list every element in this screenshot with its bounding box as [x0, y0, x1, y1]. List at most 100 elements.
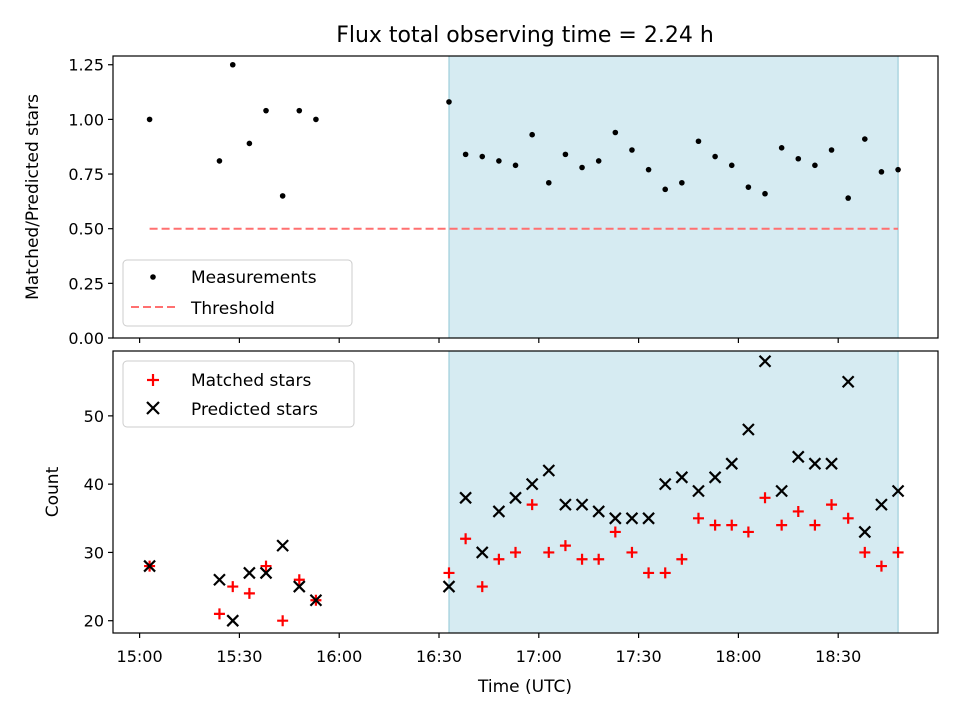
matched-star-point	[260, 560, 272, 572]
ratio-panel: 0.00 0.25 0.50 0.75 1.00 1.25 Matched/Predict…	[23, 55, 939, 348]
matched-star-point	[792, 505, 804, 517]
predicted-star-point	[875, 498, 888, 511]
matched-star-point	[809, 519, 821, 531]
measurement-point	[845, 195, 851, 201]
matched-star-point	[826, 499, 838, 511]
matched-star-point	[526, 499, 538, 511]
matched-star-point	[742, 526, 754, 538]
predicted-star-point	[642, 512, 655, 525]
matched-star-point	[676, 553, 688, 565]
matched-star-point	[643, 567, 655, 579]
measurement-point	[795, 155, 802, 162]
predicted-star-point	[442, 580, 456, 593]
measurement-point	[895, 166, 901, 173]
measurement-marker-icon	[150, 274, 156, 280]
y-tick-label: 50	[84, 407, 104, 426]
measurement-point	[862, 136, 868, 142]
legend-label-predicted: Predicted stars	[191, 400, 318, 420]
measurement-point	[279, 193, 286, 199]
matched-star-point	[576, 553, 588, 565]
predicted-star-point	[243, 566, 256, 580]
predicted-star-point	[309, 593, 323, 607]
measurement-point	[828, 147, 835, 153]
predicted-star-point	[459, 491, 472, 505]
count-y-label: Count	[43, 466, 63, 517]
predicted-star-point	[525, 477, 539, 491]
measurement-point	[462, 151, 469, 158]
predicted-star-point	[775, 484, 788, 498]
predicted-star-point	[542, 464, 556, 477]
predicted-star-point	[226, 614, 240, 627]
ratio-panel-frame	[112, 55, 939, 339]
count-panel-frame	[112, 350, 939, 634]
matched-star-point	[609, 526, 621, 538]
x-axis-label: Time (UTC)	[477, 677, 572, 697]
count-x-axis: 15:00 15:30 16:00 16:30 17:00 17:30 18:00 18:30	[117, 633, 861, 666]
y-tick-label: 30	[84, 543, 104, 562]
measurement-point	[229, 61, 236, 68]
measurement-point	[446, 99, 452, 105]
ratio-legend: Measurements Threshold	[122, 259, 353, 327]
count-legend: Matched stars Predicted stars	[122, 360, 355, 428]
y-tick-label: 20	[84, 612, 104, 631]
matched-stars-points	[144, 492, 904, 627]
matched-star-point	[842, 512, 854, 524]
measurement-point	[496, 158, 502, 164]
measurement-point	[778, 145, 785, 151]
measurement-point	[146, 116, 153, 123]
y-tick-label: 1.25	[68, 56, 104, 75]
predicted-star-point	[213, 573, 226, 587]
measurement-point	[612, 129, 619, 136]
measurement-point	[579, 164, 585, 171]
legend-label-measurements: Measurements	[191, 268, 317, 288]
measurement-points	[146, 61, 901, 201]
matched-star-point	[213, 608, 225, 620]
measurement-point	[629, 147, 635, 153]
legend-label-threshold: Threshold	[190, 299, 275, 319]
x-tick-label: 18:00	[715, 647, 761, 666]
observing-window-shade	[448, 55, 899, 339]
predicted-star-point	[293, 580, 306, 593]
matched-star-point	[692, 512, 704, 524]
measurement-point	[679, 179, 685, 186]
y-tick-label: 40	[84, 475, 104, 494]
x-tick-label: 16:00	[316, 647, 362, 666]
measurement-point	[529, 131, 535, 138]
predicted-stars-points	[143, 354, 905, 627]
predicted-star-point	[609, 512, 622, 525]
measurement-point	[562, 151, 569, 158]
matched-star-point	[626, 546, 638, 558]
measurement-point	[878, 169, 885, 175]
measurement-point	[263, 107, 269, 114]
matched-star-point	[559, 540, 571, 552]
measurement-point	[762, 190, 768, 197]
matched-star-point	[593, 553, 605, 565]
measurement-point	[645, 166, 652, 173]
predicted-star-point	[708, 471, 722, 484]
measurement-point	[246, 140, 253, 147]
measurement-point	[812, 162, 818, 169]
predicted-star-point	[475, 546, 489, 559]
matched-star-point	[476, 581, 488, 593]
matched-star-point	[460, 533, 472, 545]
measurement-point	[662, 186, 669, 193]
matched-star-point	[293, 574, 305, 586]
measurement-point	[728, 162, 735, 169]
predicted-star-point	[592, 505, 605, 518]
legend-box	[122, 360, 355, 428]
predicted-star-point	[143, 559, 156, 573]
predicted-star-point	[259, 566, 273, 580]
y-tick-label: 0.00	[68, 329, 104, 348]
predicted-star-point	[891, 484, 905, 498]
matched-star-point	[493, 553, 505, 565]
matched-star-point	[659, 567, 671, 579]
matched-star-point	[709, 519, 721, 531]
x-tick-label: 15:00	[117, 647, 163, 666]
predicted-star-point	[509, 491, 522, 505]
matched-star-point	[243, 587, 255, 599]
predicted-star-point	[625, 512, 639, 525]
ratio-y-axis: 0.00 0.25 0.50 0.75 1.00 1.25	[68, 56, 113, 348]
matched-star-point	[726, 519, 738, 531]
predicted-star-point	[559, 498, 572, 511]
